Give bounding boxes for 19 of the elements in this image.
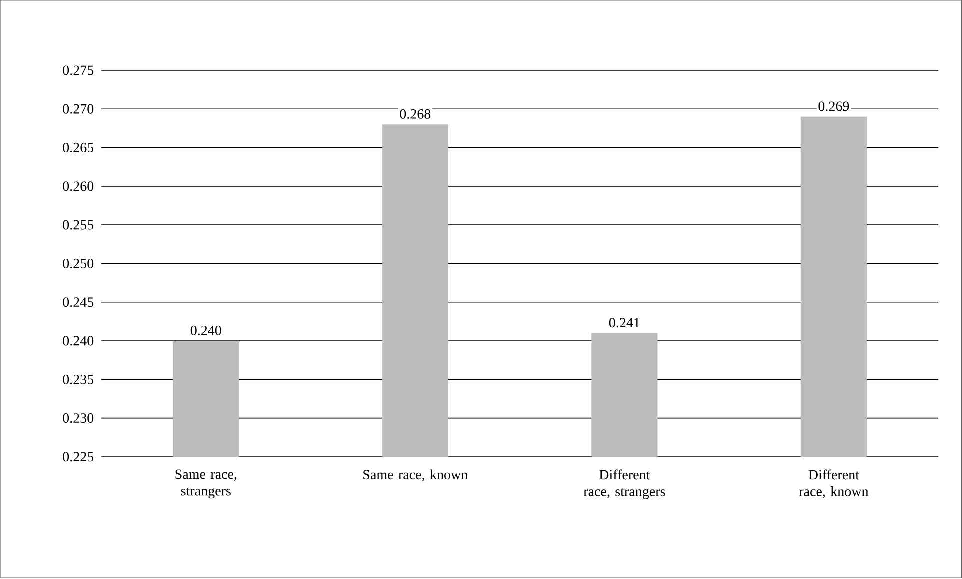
x-tick-label: Different race, strangers xyxy=(584,470,666,500)
data-label: 0.241 xyxy=(609,318,640,328)
y-tick-label: 0.225 xyxy=(63,452,94,462)
y-tick-label: 0.255 xyxy=(63,220,94,230)
x-tick-label: Same race, strangers xyxy=(176,470,237,499)
data-label: 0.269 xyxy=(818,102,850,112)
data-label: 0.268 xyxy=(400,110,431,120)
y-tick-label: 0.260 xyxy=(63,182,94,192)
y-tick-label: 0.245 xyxy=(63,298,94,308)
y-tick-label: 0.265 xyxy=(63,143,94,153)
x-tick-label: Same race, known xyxy=(364,470,468,482)
y-tick-label: 0.270 xyxy=(63,104,94,114)
y-tick-label: 0.250 xyxy=(63,259,94,269)
y-tick-label: 0.230 xyxy=(63,414,94,424)
y-tick-label: 0.275 xyxy=(63,66,94,76)
data-label: 0.240 xyxy=(190,326,222,336)
x-tick-label: Different race, known xyxy=(799,470,869,499)
y-tick-label: 0.240 xyxy=(63,336,94,346)
y-tick-label: 0.235 xyxy=(63,375,94,385)
